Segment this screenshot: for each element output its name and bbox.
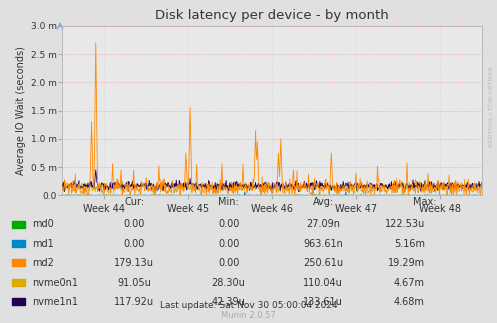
Text: 28.30u: 28.30u (212, 278, 246, 287)
Text: 5.16m: 5.16m (394, 239, 425, 249)
Text: 4.68m: 4.68m (394, 297, 425, 307)
Text: 19.29m: 19.29m (388, 258, 425, 268)
Text: Max:: Max: (413, 197, 437, 207)
Text: nvme1n1: nvme1n1 (32, 297, 79, 307)
Y-axis label: Average IO Wait (seconds): Average IO Wait (seconds) (16, 46, 26, 175)
Text: nvme0n1: nvme0n1 (32, 278, 79, 287)
Text: Min:: Min: (218, 197, 239, 207)
Text: 4.67m: 4.67m (394, 278, 425, 287)
Text: 117.92u: 117.92u (114, 297, 154, 307)
Text: 27.09n: 27.09n (306, 220, 340, 229)
Text: 963.61n: 963.61n (303, 239, 343, 249)
Text: 0.00: 0.00 (123, 220, 145, 229)
Text: 0.00: 0.00 (218, 239, 240, 249)
Text: md0: md0 (32, 220, 54, 229)
Text: Last update: Sat Nov 30 05:00:04 2024: Last update: Sat Nov 30 05:00:04 2024 (160, 301, 337, 310)
Text: md2: md2 (32, 258, 54, 268)
Text: 0.00: 0.00 (123, 239, 145, 249)
Text: 0.00: 0.00 (218, 220, 240, 229)
Text: 42.39u: 42.39u (212, 297, 246, 307)
Text: 91.05u: 91.05u (117, 278, 151, 287)
Text: 122.53u: 122.53u (385, 220, 425, 229)
Text: 0.00: 0.00 (218, 258, 240, 268)
Text: RRDTOOL / TOBI OETIKER: RRDTOOL / TOBI OETIKER (488, 66, 493, 147)
Text: 179.13u: 179.13u (114, 258, 154, 268)
Text: 110.04u: 110.04u (303, 278, 343, 287)
Text: Munin 2.0.57: Munin 2.0.57 (221, 311, 276, 320)
Text: Cur:: Cur: (124, 197, 144, 207)
Text: 133.61u: 133.61u (303, 297, 343, 307)
Text: md1: md1 (32, 239, 54, 249)
Text: 250.61u: 250.61u (303, 258, 343, 268)
Title: Disk latency per device - by month: Disk latency per device - by month (155, 9, 389, 22)
Text: Avg:: Avg: (313, 197, 333, 207)
